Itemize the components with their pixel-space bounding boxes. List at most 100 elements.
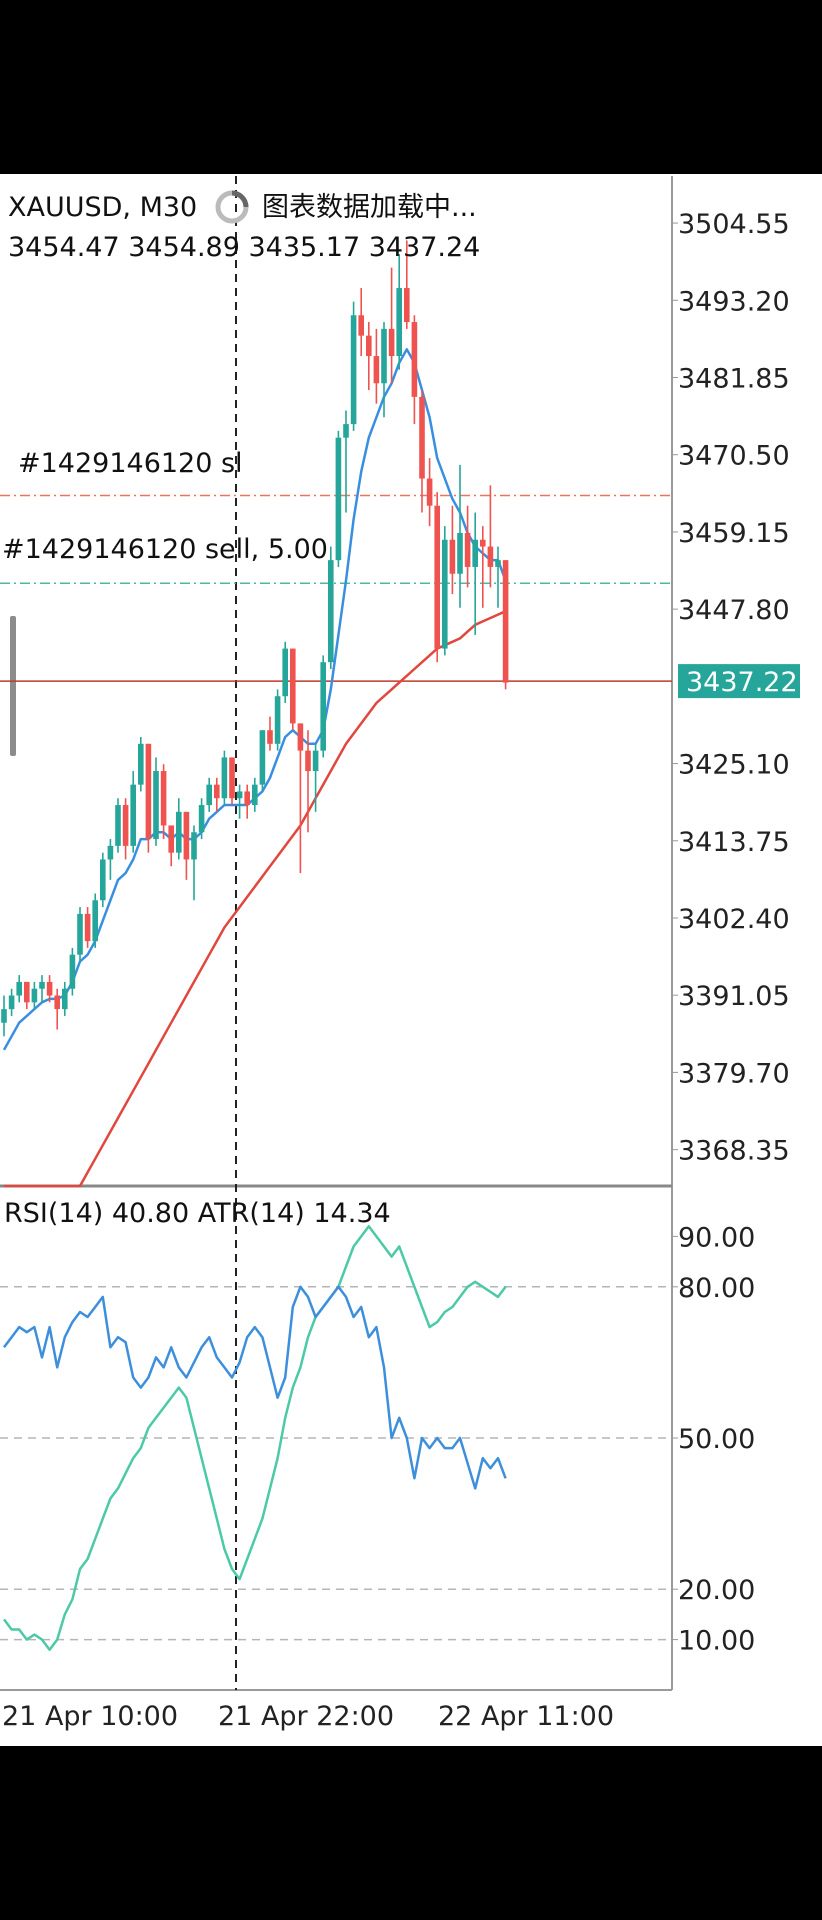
atr-line xyxy=(3,1225,507,1651)
slow-moving-average-line xyxy=(4,610,507,1188)
bear-candle xyxy=(449,539,456,574)
bear-candle xyxy=(502,560,509,683)
bear-candle xyxy=(229,757,235,799)
loading-spinner-icon xyxy=(215,190,249,224)
indicator-axis-label: 80.00 xyxy=(678,1273,755,1304)
bull-candle xyxy=(77,913,83,955)
bear-candle xyxy=(244,791,250,806)
bull-candle xyxy=(206,784,212,806)
bear-candle xyxy=(168,825,174,853)
axis-label-layer: 3504.55 3493.20 3481.85 3470.50 3459.15 3447.… xyxy=(672,209,790,1657)
bull-candle xyxy=(39,981,45,989)
bear-candle xyxy=(122,805,129,846)
bull-candle xyxy=(350,315,357,425)
bull-candle xyxy=(252,784,258,806)
bull-candle xyxy=(282,648,288,697)
bear-candle xyxy=(214,784,220,799)
rsi-line xyxy=(3,1285,507,1490)
bull-candle xyxy=(198,805,205,833)
scroll-handle[interactable] xyxy=(10,616,16,756)
time-label: 21 Apr 10:00 xyxy=(2,1701,178,1732)
price-axis-label: 3368.35 xyxy=(678,1136,790,1167)
bear-candle xyxy=(388,328,395,357)
bull-candle xyxy=(328,560,334,663)
bull-candle xyxy=(107,845,114,860)
bull-candle xyxy=(138,743,144,785)
chart-canvas[interactable]: 3504.55 3493.20 3481.85 3470.50 3459.15 3447.… xyxy=(0,174,822,1746)
bull-candle xyxy=(153,771,159,840)
bear-candle xyxy=(160,771,167,826)
bull-candle xyxy=(312,750,319,772)
bull-candle xyxy=(236,791,243,799)
bear-candle xyxy=(183,811,190,860)
chart-screen[interactable]: 3504.55 3493.20 3481.85 3470.50 3459.15 3447.… xyxy=(0,174,822,1746)
price-axis-label: 3413.75 xyxy=(678,827,790,858)
bear-candle xyxy=(46,981,53,996)
bull-candle xyxy=(31,988,38,1003)
bear-candle xyxy=(366,335,372,357)
bear-candle xyxy=(419,396,425,479)
bull-candle xyxy=(16,981,22,996)
bull-candle xyxy=(1,1009,7,1023)
bear-candle xyxy=(426,478,433,506)
bull-candle xyxy=(115,805,121,846)
bull-candle xyxy=(100,859,106,901)
price-axis-label: 3425.10 xyxy=(678,750,790,781)
indicator-header[interactable]: RSI(14) 40.80 ATR(14) 14.34 xyxy=(4,1198,391,1229)
bull-candle xyxy=(259,730,266,785)
candle-layer xyxy=(1,240,509,1037)
bear-candle xyxy=(145,743,152,840)
bear-candle xyxy=(434,505,440,649)
symbol-timeframe[interactable]: XAUUSD, M30 xyxy=(8,192,197,223)
ohlc-values: 3454.47 3454.89 3435.17 3437.24 xyxy=(8,232,480,263)
bull-candle xyxy=(442,539,448,649)
bear-candle xyxy=(297,723,304,751)
bull-candle xyxy=(221,757,228,799)
current-price-tag xyxy=(678,664,800,699)
current-price-value: 3437.22 xyxy=(686,667,798,698)
bull-candle xyxy=(8,995,15,1010)
time-label: 22 Apr 11:00 xyxy=(438,1701,614,1732)
price-axis-label: 3391.05 xyxy=(678,981,790,1012)
price-axis-label: 3470.50 xyxy=(678,441,790,472)
stop-loss-label[interactable]: #1429146120 sl xyxy=(18,448,243,479)
bull-candle xyxy=(495,560,501,567)
bull-candle xyxy=(176,811,182,853)
bull-candle xyxy=(274,696,281,744)
bear-candle xyxy=(480,539,486,547)
bull-candle xyxy=(320,662,326,751)
bear-candle xyxy=(404,288,410,323)
bear-candle xyxy=(267,730,273,744)
bull-candle xyxy=(457,532,463,574)
bull-candle xyxy=(92,900,98,942)
bear-candle xyxy=(373,356,380,384)
time-label: 21 Apr 22:00 xyxy=(218,1701,394,1732)
indicator-axis-label: 20.00 xyxy=(678,1575,755,1606)
price-axis-label: 3447.80 xyxy=(678,595,790,626)
price-axis-label: 3402.40 xyxy=(678,904,790,935)
bull-candle xyxy=(69,954,76,989)
bear-candle xyxy=(464,532,471,567)
indicator-axis-label: 10.00 xyxy=(678,1626,755,1657)
bull-candle xyxy=(62,988,68,1010)
price-axis-label: 3493.20 xyxy=(678,286,790,317)
loading-status: 图表数据加载中... xyxy=(262,192,477,223)
indicator-axis-label: 50.00 xyxy=(678,1424,755,1455)
price-axis-label: 3459.15 xyxy=(678,518,790,549)
bear-candle xyxy=(290,648,296,724)
bear-candle xyxy=(358,315,364,336)
bull-candle xyxy=(472,539,478,567)
price-axis-label: 3481.85 xyxy=(678,363,790,394)
bull-candle xyxy=(343,424,349,438)
bull-candle xyxy=(191,832,197,860)
bear-candle xyxy=(24,981,30,1003)
indicator-line-layer xyxy=(3,1225,507,1651)
bear-candle xyxy=(487,546,494,567)
indicator-axis-label: 90.00 xyxy=(678,1222,755,1253)
bear-candle xyxy=(54,995,60,1010)
bear-candle xyxy=(84,913,91,942)
grid-layer xyxy=(0,1286,672,1641)
bear-candle xyxy=(411,322,418,397)
bear-candle xyxy=(305,750,311,772)
sell-order-label[interactable]: #1429146120 sell, 5.00 xyxy=(2,534,328,565)
